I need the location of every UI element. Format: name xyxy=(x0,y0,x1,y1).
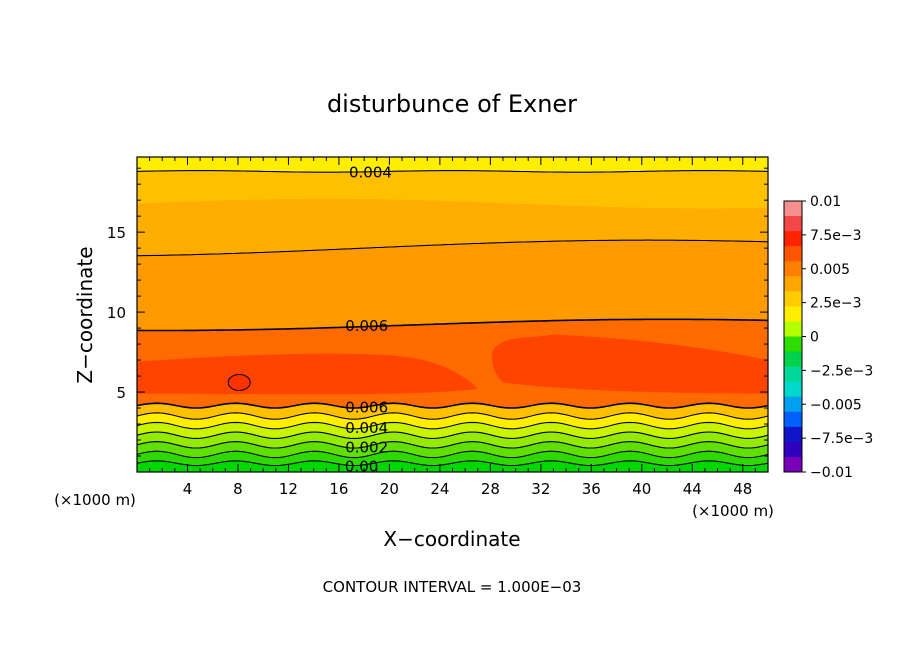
x-tick-label: 44 xyxy=(683,480,702,498)
y-axis-label: Z−coordinate xyxy=(73,246,97,383)
contour-label: 0.006 xyxy=(345,398,388,416)
x-unit-right: (×1000 m) xyxy=(692,502,774,520)
x-tick-label: 48 xyxy=(733,480,752,498)
contour-line xyxy=(136,412,769,420)
colorbar-swatch xyxy=(784,291,802,307)
band-004-005 xyxy=(137,170,768,209)
plot-area xyxy=(137,157,768,472)
colorbar-label: −7.5e−3 xyxy=(810,431,873,447)
colorbar-swatch xyxy=(784,396,802,413)
colorbar-swatch xyxy=(784,456,802,473)
contour-interval-note: CONTOUR INTERVAL = 1.000E−03 xyxy=(323,578,582,596)
colorbar-swatch xyxy=(784,366,802,383)
x-tick-label: 36 xyxy=(582,480,601,498)
colorbar-label: 0.005 xyxy=(810,262,850,278)
x-tick-label: 20 xyxy=(380,480,399,498)
contour-label: 0.002 xyxy=(345,438,388,456)
colorbar-swatch xyxy=(784,231,802,247)
colorbar-swatch xyxy=(784,381,802,398)
band-low-5 xyxy=(137,412,768,429)
colorbar-swatch xyxy=(784,261,802,277)
band-007-008-west xyxy=(137,353,478,395)
axis-ticks xyxy=(137,157,768,472)
contour-label: 0.004 xyxy=(345,419,388,437)
contour-line xyxy=(136,441,769,449)
band-low-3 xyxy=(137,432,768,448)
band-low-6 xyxy=(137,403,768,420)
colorbar-label: −0.01 xyxy=(810,465,853,481)
colorbar-label: −2.5e−3 xyxy=(810,363,873,379)
x-tick-label: 24 xyxy=(430,480,449,498)
contour-line xyxy=(137,318,769,332)
colorbar-swatch xyxy=(784,426,802,443)
x-tick-label: 12 xyxy=(279,480,298,498)
x-tick-label: 40 xyxy=(632,480,651,498)
contour-line xyxy=(136,431,769,439)
colorbar-swatch xyxy=(784,246,802,262)
colorbar-swatch xyxy=(784,351,802,368)
contour-label: 0.006 xyxy=(345,317,388,335)
colorbar-swatch xyxy=(784,336,802,353)
colorbar-label: 0.01 xyxy=(810,194,841,210)
contour-label: 0.004 xyxy=(349,163,392,181)
colorbar-swatch xyxy=(784,441,802,458)
contour-lines xyxy=(136,170,769,467)
y-tick-label: 5 xyxy=(116,384,126,402)
contour-line xyxy=(137,239,769,257)
colorbar-swatch xyxy=(784,201,802,217)
contour-label: 0.00 xyxy=(345,458,378,476)
band-low-4 xyxy=(137,422,768,439)
contour-line xyxy=(136,421,769,430)
x-tick-label: 16 xyxy=(329,480,348,498)
colorbar-swatch xyxy=(784,276,802,292)
band-007-008-east xyxy=(491,334,768,394)
x-tick-labels: 4 8 12 16 20 24 28 32 36 40 44 48 xyxy=(183,480,753,498)
contour-line xyxy=(136,450,769,459)
contour-line xyxy=(136,460,769,467)
colorbar-label: 0 xyxy=(810,330,819,346)
x-tick-label: 8 xyxy=(233,480,243,498)
chart-title: disturbunce of Exner xyxy=(327,90,577,118)
colorbar-swatch xyxy=(784,321,802,337)
contour-line xyxy=(136,170,769,173)
band-005-006 xyxy=(137,240,768,331)
x-tick-label: 28 xyxy=(481,480,500,498)
colorbar-swatch xyxy=(784,216,802,232)
colorbar-swatch xyxy=(784,306,802,322)
colorbar-label: 7.5e−3 xyxy=(810,228,862,244)
colorbar: 0.01 7.5e−3 0.005 2.5e−3 0 −2.5e−3 −0.005 −7.5e… xyxy=(783,194,873,481)
x-axis-label: X−coordinate xyxy=(383,527,520,551)
x-tick-label: 32 xyxy=(531,480,550,498)
band-low-2 xyxy=(137,441,768,458)
contour-closed xyxy=(227,373,251,391)
band-upper-a xyxy=(137,198,768,256)
y-tick-label: 10 xyxy=(107,304,126,322)
colorbar-label: −0.005 xyxy=(810,397,862,413)
x-unit-left: (×1000 m) xyxy=(54,491,136,509)
y-tick-labels: 5 10 15 xyxy=(107,224,126,402)
colorbar-swatch xyxy=(784,411,802,428)
contour-line xyxy=(136,402,769,409)
colorbar-label: 2.5e−3 xyxy=(810,296,862,312)
y-tick-label: 15 xyxy=(107,224,126,242)
x-tick-label: 4 xyxy=(183,480,193,498)
